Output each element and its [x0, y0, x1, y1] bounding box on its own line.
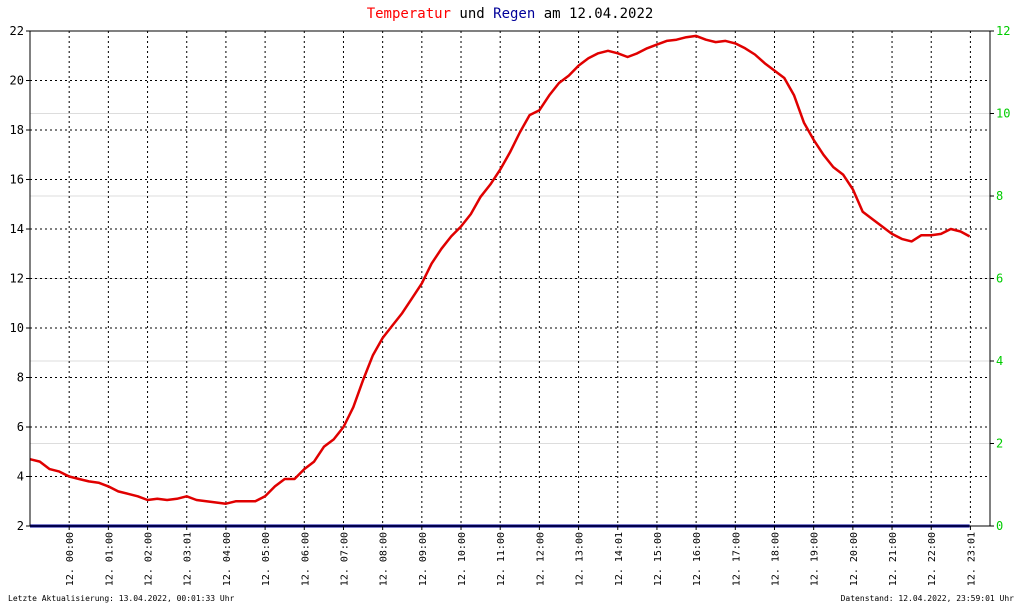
x-tick-label-4: 12. 04:00 [222, 532, 233, 586]
x-tick-label-8: 12. 08:00 [379, 532, 390, 586]
left-tick-label-5: 12 [10, 272, 24, 286]
left-tick-label-8: 18 [10, 123, 24, 137]
x-tick-label-11: 12. 11:00 [496, 532, 507, 586]
right-tick-label-1: 2 [996, 437, 1003, 451]
title-temperature: Temperatur [367, 6, 451, 22]
x-tick-label-3: 12. 03:01 [183, 532, 194, 586]
x-tick-label-19: 12. 19:00 [810, 532, 821, 586]
title-date: am 12.04.2022 [535, 6, 653, 22]
left-tick-label-2: 6 [17, 420, 24, 434]
x-tick-label-22: 12. 22:00 [927, 532, 938, 586]
right-tick-label-6: 12 [996, 24, 1010, 38]
x-tick-label-5: 12. 05:00 [261, 532, 272, 586]
grid [30, 31, 990, 526]
right-tick-label-3: 6 [996, 272, 1003, 286]
footer-data-status: Datenstand: 12.04.2022, 23:59:01 Uhr [841, 594, 1015, 603]
title-rain: Regen [493, 6, 535, 22]
axes: 2 4 6 8 10 12 14 16 18 20 22 0 2 4 6 8 10 12 12. 00:00 12. … [10, 24, 1011, 586]
x-tick-label-0: 12. 00:00 [65, 532, 76, 586]
right-tick-label-5: 10 [996, 107, 1010, 121]
x-tick-label-20: 12. 20:00 [849, 532, 860, 586]
left-tick-label-0: 2 [17, 519, 24, 533]
x-tick-label-7: 12. 07:00 [339, 532, 350, 586]
left-tick-label-10: 22 [10, 24, 24, 38]
series-line-temperatur [29, 34, 971, 505]
chart-title: Temperatur und Regen am 12.04.2022 [367, 6, 654, 22]
right-tick-label-0: 0 [996, 519, 1003, 533]
x-tick-label-23: 12. 23:01 [966, 532, 977, 586]
x-tick-label-17: 12. 17:00 [731, 532, 742, 586]
x-tick-label-10: 12. 10:00 [457, 532, 468, 586]
left-tick-label-1: 4 [17, 470, 24, 484]
x-tick-label-12: 12. 12:00 [535, 532, 546, 586]
footer-last-update: Letzte Aktualisierung: 13.04.2022, 00:01… [8, 594, 235, 603]
x-tick-label-16: 12. 16:00 [692, 532, 703, 586]
x-tick-label-18: 12. 18:00 [770, 532, 781, 586]
right-tick-label-4: 8 [996, 189, 1003, 203]
x-tick-label-6: 12. 06:00 [300, 532, 311, 586]
left-tick-label-4: 10 [10, 321, 24, 335]
x-tick-label-13: 12. 13:00 [575, 532, 586, 586]
left-tick-label-9: 20 [10, 74, 24, 88]
x-tick-label-1: 12. 01:00 [104, 532, 115, 586]
left-tick-label-7: 16 [10, 173, 24, 187]
x-tick-label-2: 12. 02:00 [144, 532, 155, 586]
x-tick-label-9: 12. 09:00 [418, 532, 429, 586]
x-tick-label-21: 12. 21:00 [888, 532, 899, 586]
left-tick-label-6: 14 [10, 222, 24, 236]
left-tick-label-3: 8 [17, 371, 24, 385]
title-and: und [451, 6, 493, 22]
right-tick-label-2: 4 [996, 354, 1003, 368]
x-tick-label-14: 12. 14:01 [614, 532, 625, 586]
x-tick-label-15: 12. 15:00 [653, 532, 664, 586]
